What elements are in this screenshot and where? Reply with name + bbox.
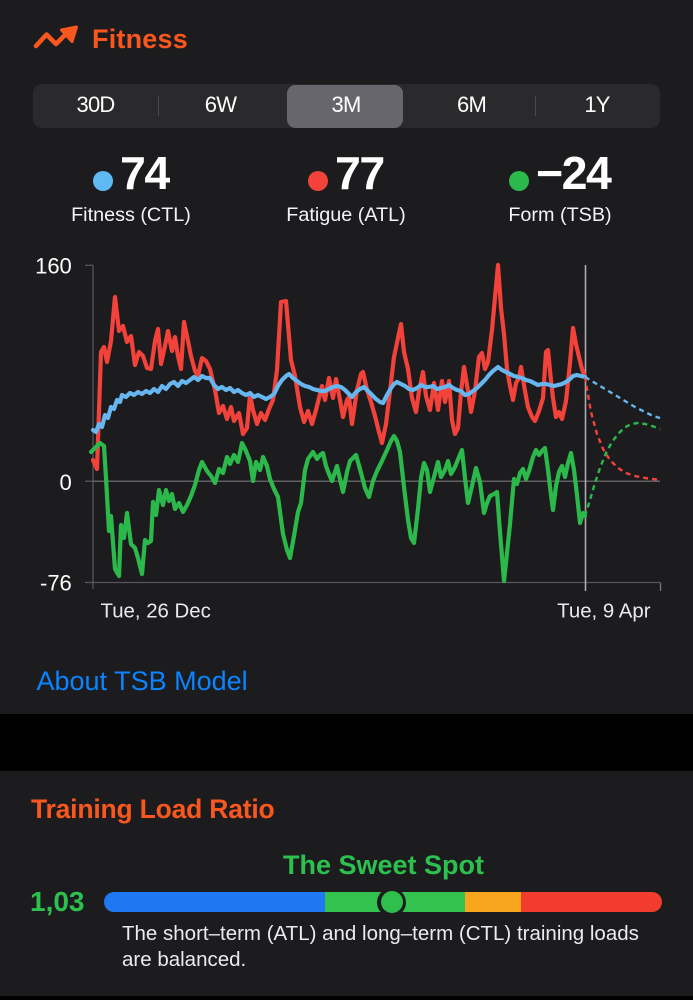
svg-text:-76: -76 [40, 571, 72, 596]
svg-text:Tue, 9 Apr: Tue, 9 Apr [557, 601, 651, 623]
svg-text:Tue, 26 Dec: Tue, 26 Dec [101, 601, 211, 623]
svg-text:0: 0 [60, 470, 72, 495]
svg-text:160: 160 [35, 254, 72, 279]
